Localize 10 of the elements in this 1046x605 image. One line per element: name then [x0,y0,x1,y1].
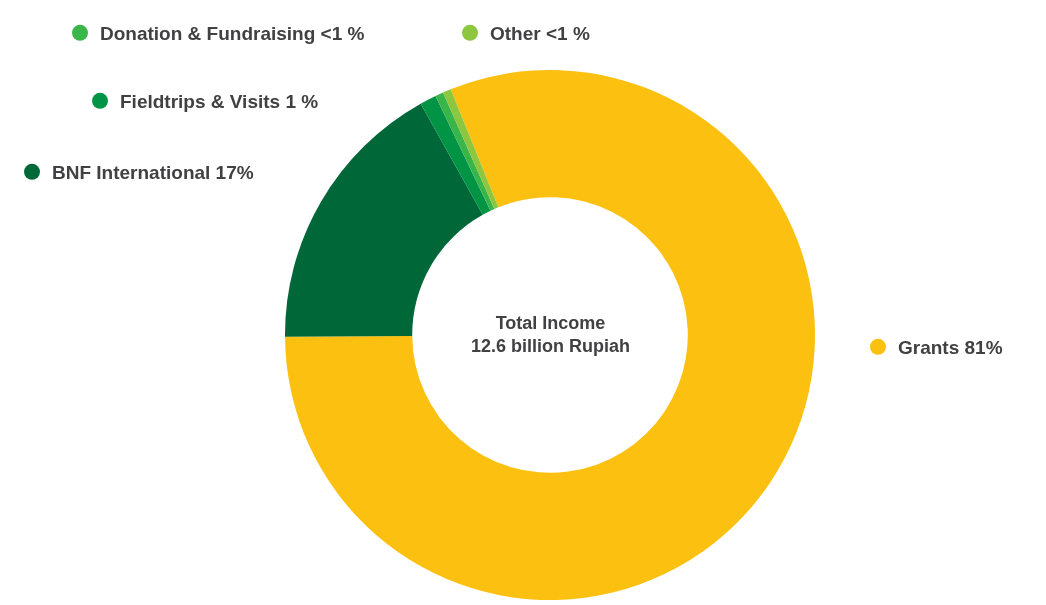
donut-slice [435,92,495,211]
donut-slice [420,96,491,215]
legend-label: Other <1 % [490,23,590,45]
legend-label: Fieldtrips & Visits 1 % [120,91,319,113]
donut-slice [285,70,815,600]
legend-label: Grants 81% [898,337,1003,359]
donut-slice [443,89,499,209]
legend-label: Donation & Fundraising <1 % [100,23,365,45]
text: Total Income 12.6 billion Rupiah [471,313,631,357]
legend-label: BNF International 17% [52,162,254,184]
